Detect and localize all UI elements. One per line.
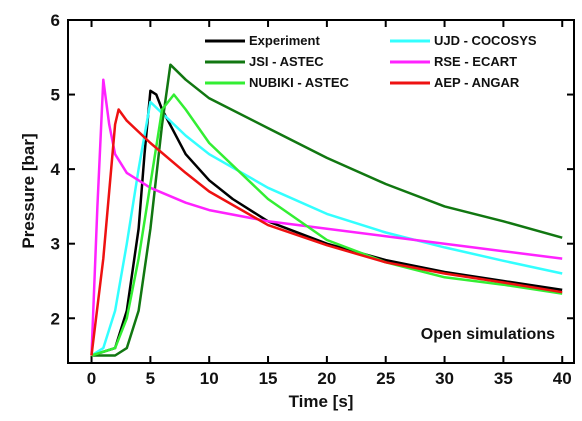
y-axis-title: Pressure [bar] bbox=[19, 133, 38, 248]
series-line-5 bbox=[90, 108, 563, 356]
x-axis-title: Time [s] bbox=[289, 392, 354, 411]
axis-ticks: 0 5 10 15 20 25 30 35 40 2 3 4 5 6 bbox=[51, 11, 574, 388]
legend-label: JSI - ASTEC bbox=[249, 54, 324, 69]
x-tick-label: 20 bbox=[317, 369, 336, 388]
x-tick-label: 30 bbox=[435, 369, 454, 388]
x-tick-label: 0 bbox=[87, 369, 96, 388]
x-tick-label: 35 bbox=[494, 369, 513, 388]
x-tick-label: 25 bbox=[376, 369, 395, 388]
series-line-3 bbox=[90, 78, 563, 356]
legend-label: Experiment bbox=[249, 33, 320, 48]
legend-label: NUBIKI - ASTEC bbox=[249, 75, 350, 90]
legend-label: UJD - COCOSYS bbox=[434, 33, 537, 48]
y-tick-label: 2 bbox=[51, 309, 60, 328]
series-lines bbox=[90, 63, 563, 357]
y-tick-label: 5 bbox=[51, 86, 60, 105]
x-tick-label: 40 bbox=[553, 369, 572, 388]
series-line-0 bbox=[91, 89, 563, 357]
y-tick-label: 6 bbox=[51, 11, 60, 30]
legend: Experiment UJD - COCOSYS JSI - ASTEC RSE - … bbox=[205, 33, 537, 90]
x-tick-label: 5 bbox=[146, 369, 155, 388]
x-tick-label: 15 bbox=[259, 369, 278, 388]
series-line-2 bbox=[91, 63, 563, 357]
legend-label: RSE - ECART bbox=[434, 54, 517, 69]
y-tick-label: 3 bbox=[51, 235, 60, 254]
open-simulations-annotation: Open simulations bbox=[421, 326, 555, 343]
legend-label: AEP - ANGAR bbox=[434, 75, 520, 90]
x-tick-label: 10 bbox=[200, 369, 219, 388]
y-tick-label: 4 bbox=[51, 160, 61, 179]
series-line-4 bbox=[91, 93, 563, 357]
plot-frame bbox=[67, 19, 575, 364]
